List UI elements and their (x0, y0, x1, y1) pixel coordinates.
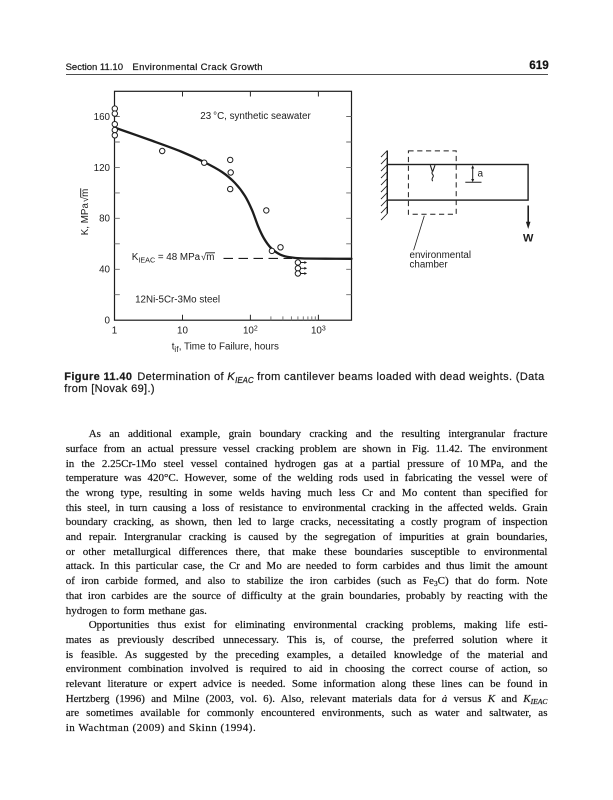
svg-text:W: W (523, 233, 534, 245)
svg-text:10: 10 (177, 326, 188, 337)
svg-text:K, MPa √m: K, MPa √m (80, 189, 91, 235)
svg-text:12Ni-5Cr-3Mo steel: 12Ni-5Cr-3Mo steel (135, 295, 220, 306)
svg-text:tif, Time to Failure, hours: tif, Time to Failure, hours (172, 342, 279, 354)
svg-text:chamber: chamber (410, 260, 449, 271)
svg-text:40: 40 (99, 265, 110, 276)
svg-text:environmental: environmental (410, 250, 472, 261)
svg-text:0: 0 (105, 316, 111, 327)
svg-text:80: 80 (99, 214, 110, 225)
svg-text:120: 120 (94, 163, 111, 174)
svg-text:1: 1 (112, 326, 117, 337)
svg-text:102: 102 (243, 326, 258, 337)
svg-text:160: 160 (94, 112, 111, 123)
svg-text:23 °C, synthetic seawater: 23 °C, synthetic seawater (200, 111, 311, 122)
svg-text:KIEAC = 48 MPa √m: KIEAC = 48 MPa √m (132, 252, 215, 264)
svg-text:103: 103 (311, 326, 326, 337)
svg-text:a: a (478, 169, 484, 180)
